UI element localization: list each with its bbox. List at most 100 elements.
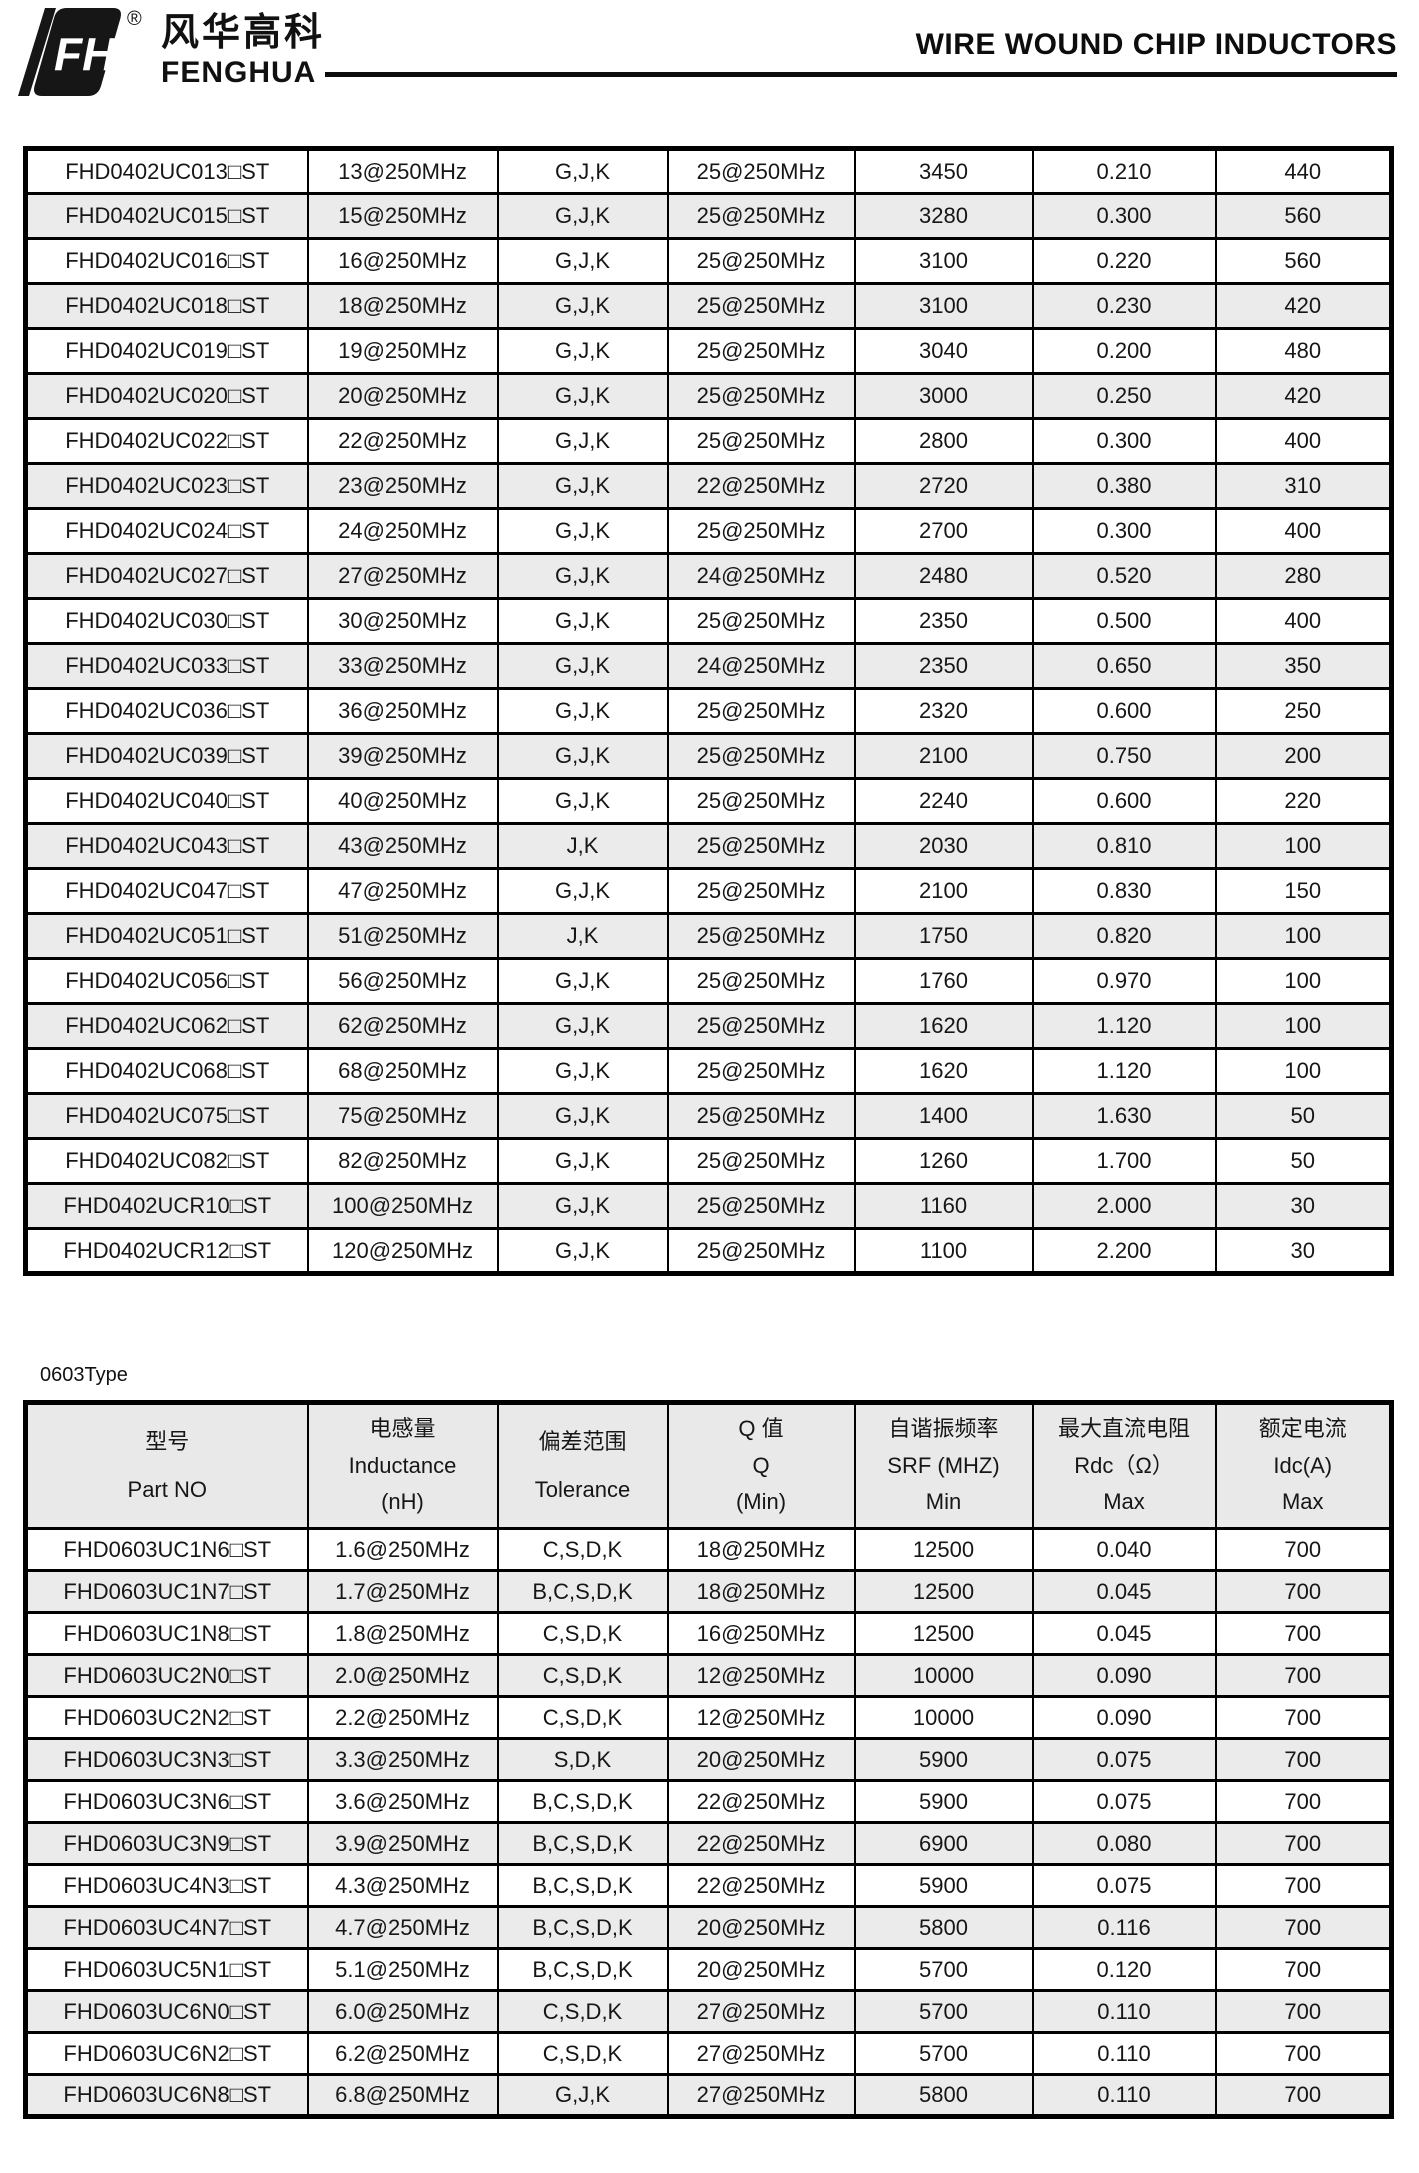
table-cell: 0.820 (1031, 912, 1217, 960)
table-cell: 0.045 (1031, 1569, 1217, 1614)
table-cell: 39@250MHz (306, 732, 499, 780)
table-cell: FHD0402UC024□ST (24, 507, 309, 555)
table-cell: G,J,K (496, 642, 669, 690)
table-cell: 100 (1214, 1047, 1393, 1095)
table-row: FHD0603UC2N2□ST 2.2@250MHz C,S,D,K 12@250MH… (24, 1695, 1393, 1740)
table-cell: 12@250MHz (666, 1653, 856, 1698)
table-cell: FHD0402UC030□ST (24, 597, 309, 645)
column-header-cell: 自谐振频率 SRF (MHZ) Min (853, 1401, 1034, 1530)
table-cell: 3280 (853, 192, 1034, 240)
table-cell: 10000 (853, 1695, 1034, 1740)
table-cell: 68@250MHz (306, 1047, 499, 1095)
table-cell: 6.8@250MHz (306, 2073, 499, 2118)
table-cell: G,J,K (496, 597, 669, 645)
table-cell: 2240 (853, 777, 1034, 825)
fenghua-logo-icon: FH ® (15, 6, 147, 98)
table-cell: 47@250MHz (306, 867, 499, 915)
table-cell: 0.500 (1031, 597, 1217, 645)
table-cell: 1.7@250MHz (306, 1569, 499, 1614)
column-header-line: Idc(A) (1273, 1452, 1333, 1478)
table-cell: G,J,K (496, 372, 669, 420)
table-cell: 2.0@250MHz (306, 1653, 499, 1698)
column-header-line: (nH) (381, 1489, 424, 1515)
column-header-cell: 最大直流电阻 Rdc（Ω） Max (1031, 1401, 1217, 1530)
table-cell: 3100 (853, 282, 1034, 330)
column-header-line: 型号 (145, 1428, 190, 1454)
table-cell: 27@250MHz (666, 1989, 856, 2034)
table-cell: 0.650 (1031, 642, 1217, 690)
table-cell: 6.0@250MHz (306, 1989, 499, 2034)
table-cell: 22@250MHz (666, 462, 856, 510)
table-cell: C,S,D,K (496, 2031, 669, 2076)
table-row: FHD0402UC062□ST 62@250MHz G,J,K 25@250MHz 16… (24, 1002, 1393, 1050)
table-cell: FHD0402UC015□ST (24, 192, 309, 240)
table-cell: 33@250MHz (306, 642, 499, 690)
table-cell: C,S,D,K (496, 1527, 669, 1572)
table-cell: 0.110 (1031, 2073, 1217, 2118)
table-cell: 3100 (853, 237, 1034, 285)
table-cell: 25@250MHz (666, 822, 856, 870)
table-cell: 25@250MHz (666, 732, 856, 780)
table-cell: 0.090 (1031, 1695, 1217, 1740)
table-row: FHD0402UC024□ST 24@250MHz G,J,K 25@250MHz 27… (24, 507, 1393, 555)
table-cell: 3.6@250MHz (306, 1779, 499, 1824)
table-cell: 0.300 (1031, 417, 1217, 465)
table-cell: 0.110 (1031, 2031, 1217, 2076)
table-row: FHD0603UC1N8□ST 1.8@250MHz C,S,D,K 16@250MH… (24, 1611, 1393, 1656)
table-cell: 0.750 (1031, 732, 1217, 780)
table-row: FHD0603UC1N7□ST 1.7@250MHz B,C,S,D,K 18@250… (24, 1569, 1393, 1614)
table-cell: 1400 (853, 1092, 1034, 1140)
table-cell: 0.045 (1031, 1611, 1217, 1656)
column-header-line: Max (1103, 1489, 1145, 1515)
table-cell: 16@250MHz (306, 237, 499, 285)
table-row: FHD0603UC4N3□ST 4.3@250MHz B,C,S,D,K 22@250… (24, 1863, 1393, 1908)
table-cell: 0.380 (1031, 462, 1217, 510)
table-cell: 1760 (853, 957, 1034, 1005)
column-header-line: Rdc（Ω） (1074, 1452, 1174, 1478)
table-cell: 0.250 (1031, 372, 1217, 420)
table-cell: 0.230 (1031, 282, 1217, 330)
table-row: FHD0402UC013□ST 13@250MHz G,J,K 25@250MHz 34… (24, 147, 1393, 195)
table-row: FHD0402UC030□ST 30@250MHz G,J,K 25@250MHz 23… (24, 597, 1393, 645)
table-cell: FHD0402UC018□ST (24, 282, 309, 330)
table-row: FHD0402UC039□ST 39@250MHz G,J,K 25@250MHz 21… (24, 732, 1393, 780)
table-cell: FHD0402UC056□ST (24, 957, 309, 1005)
table-cell: 75@250MHz (306, 1092, 499, 1140)
table-cell: 420 (1214, 372, 1393, 420)
table-cell: 2350 (853, 642, 1034, 690)
table-cell: 280 (1214, 552, 1393, 600)
table-cell: 1.6@250MHz (306, 1527, 499, 1572)
table-cell: G,J,K (496, 282, 669, 330)
table-cell: 82@250MHz (306, 1137, 499, 1185)
table-cell: 2.2@250MHz (306, 1695, 499, 1740)
table-cell: 3000 (853, 372, 1034, 420)
table-row: FHD0402UCR12□ST 120@250MHz G,J,K 25@250MHz 1… (24, 1227, 1393, 1275)
table-cell: G,J,K (496, 237, 669, 285)
table-cell: C,S,D,K (496, 1695, 669, 1740)
table-cell: G,J,K (496, 957, 669, 1005)
table-cell: G,J,K (496, 327, 669, 375)
table-cell: 30 (1214, 1182, 1393, 1230)
table-cell: 30@250MHz (306, 597, 499, 645)
table-cell: 12500 (853, 1611, 1034, 1656)
table-cell: FHD0402UC082□ST (24, 1137, 309, 1185)
column-header-line: Max (1281, 1489, 1324, 1515)
table-cell: 1.120 (1031, 1002, 1217, 1050)
table-cell: 25@250MHz (666, 327, 856, 375)
table-cell: 120@250MHz (306, 1227, 499, 1275)
table-cell: 0.600 (1031, 777, 1217, 825)
table-cell: 0.075 (1031, 1737, 1217, 1782)
table-cell: 25@250MHz (666, 957, 856, 1005)
column-header-line: Tolerance (534, 1477, 631, 1503)
table-cell: G,J,K (496, 777, 669, 825)
table-cell: 25@250MHz (666, 372, 856, 420)
table-cell: 62@250MHz (306, 1002, 499, 1050)
table-cell: FHD0603UC4N7□ST (24, 1905, 309, 1950)
table-row: FHD0603UC6N8□ST 6.8@250MHz G,J,K 27@250MHz 5… (24, 2073, 1393, 2118)
table-row: FHD0402UC075□ST 75@250MHz G,J,K 25@250MHz 14… (24, 1092, 1393, 1140)
table-cell: 0.040 (1031, 1527, 1217, 1572)
table-cell: 10000 (853, 1653, 1034, 1698)
company-name-block: 风华高科 FENGHUA (161, 14, 325, 88)
table-cell: 1160 (853, 1182, 1034, 1230)
table-cell: 2100 (853, 732, 1034, 780)
